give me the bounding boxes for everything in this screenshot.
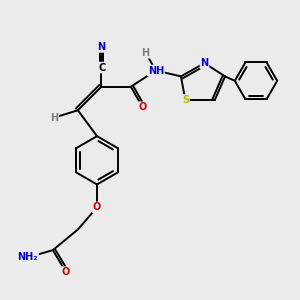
Text: NH: NH bbox=[148, 65, 164, 76]
Text: C: C bbox=[98, 63, 106, 73]
Text: H: H bbox=[142, 48, 150, 58]
Text: O: O bbox=[62, 267, 70, 277]
Text: O: O bbox=[93, 202, 101, 212]
Text: N: N bbox=[98, 42, 106, 52]
Text: O: O bbox=[139, 102, 147, 112]
Text: H: H bbox=[50, 112, 58, 123]
Text: N: N bbox=[200, 58, 208, 68]
Text: S: S bbox=[182, 95, 189, 105]
Text: NH₂: NH₂ bbox=[18, 253, 38, 262]
